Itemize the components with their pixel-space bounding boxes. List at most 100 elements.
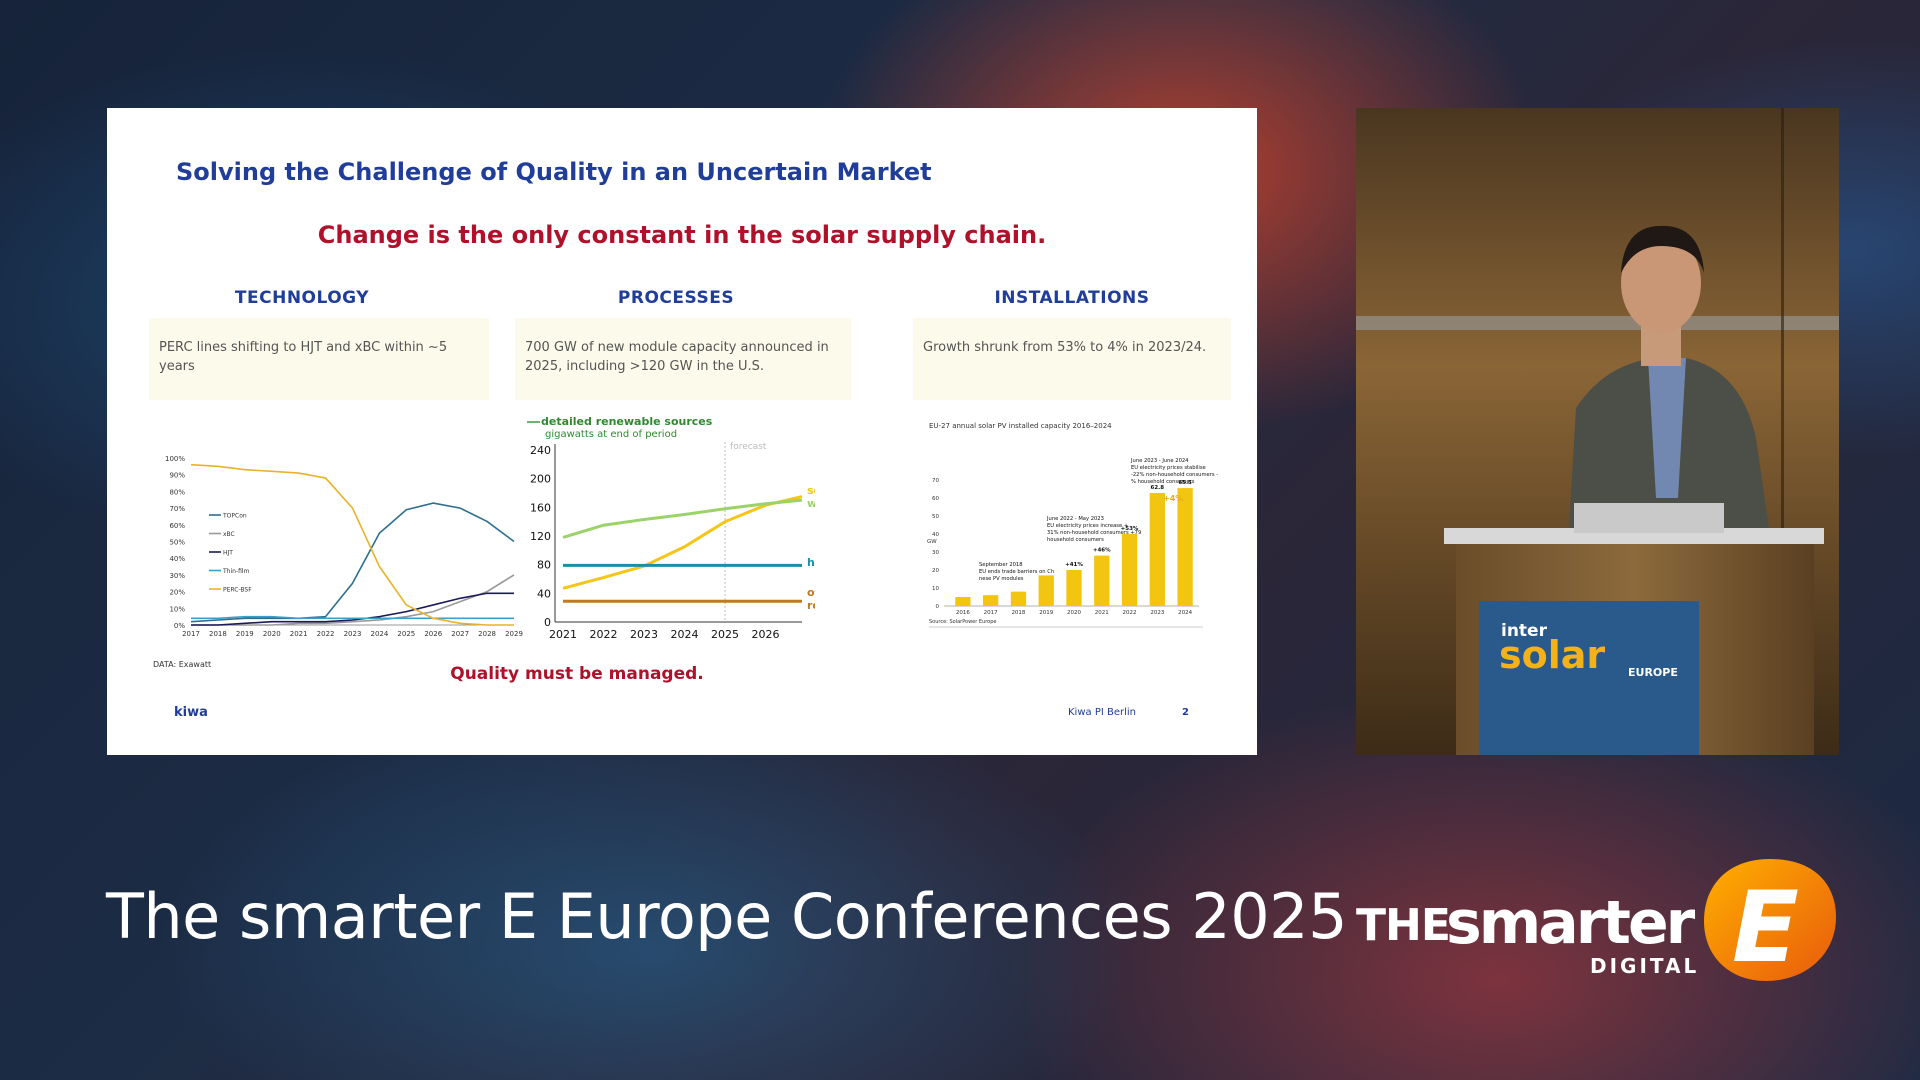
- y-tick-label: 70: [932, 478, 939, 484]
- y-tick-label: 120: [530, 530, 551, 543]
- legend-label: PERC-BSF: [223, 587, 252, 594]
- y-tick-label: 80: [537, 559, 551, 572]
- y-tick-label: 240: [530, 444, 551, 457]
- x-tick-label: 2022: [317, 630, 335, 638]
- brand-smarter: smarter: [1446, 888, 1695, 958]
- bar: [1121, 534, 1138, 606]
- y-tick-label: 10%: [169, 605, 185, 613]
- data-source-note: DATA: Exawatt: [153, 660, 212, 669]
- slide-subtitle: Change is the only constant in the solar…: [317, 221, 1047, 249]
- x-tick-label: 2023: [344, 630, 362, 638]
- y-tick-label: 100%: [165, 455, 185, 463]
- legend-label: HJT: [223, 550, 233, 557]
- y-tick-label: 0%: [174, 622, 185, 630]
- annotation-2018: nese PV modules: [979, 576, 1024, 582]
- bar: [1094, 555, 1110, 606]
- bar: [1066, 570, 1082, 606]
- y-tick-label: 0: [936, 604, 940, 610]
- series-line-topcon: [190, 502, 515, 623]
- x-tick-label: 2025: [711, 628, 739, 641]
- technology-text-box: PERC lines shifting to HJT and xBC withi…: [149, 318, 489, 400]
- annotation-2018: EU ends trade barriers on Ch: [979, 569, 1054, 575]
- annotation-2023: June 2023 - June 2024: [1130, 458, 1189, 464]
- chart-title: detailed renewable sources: [541, 415, 713, 428]
- x-tick-label: 2024: [371, 630, 389, 638]
- quality-note: Quality must be managed.: [450, 664, 704, 684]
- podium-logo-europe: EUROPE: [1628, 666, 1678, 679]
- series-line-hjt: [191, 592, 514, 626]
- y-tick-label: 20: [932, 568, 939, 574]
- series-line-perc-bsf: [190, 463, 514, 626]
- x-tick-label: 2026: [424, 630, 442, 638]
- series-line-solar: [562, 495, 803, 590]
- data-label: 65.5: [1178, 480, 1192, 486]
- x-tick-label: 2018: [1011, 610, 1025, 616]
- x-tick-label: 2022: [1123, 610, 1137, 616]
- installations-text-box: Growth shrunk from 53% to 4% in 2023/24.: [913, 318, 1231, 400]
- bar: [1038, 575, 1054, 606]
- annotation-2023: EU electricity prices stabilise: [1131, 465, 1206, 471]
- chart-title: EU-27 annual solar PV installed capacity…: [929, 422, 1112, 430]
- x-tick-label: 2021: [1095, 610, 1109, 616]
- y-tick-label: 30: [932, 550, 939, 556]
- presentation-slide: Solving the Challenge of Quality in an U…: [107, 108, 1257, 755]
- e-logo-letter: E: [1732, 871, 1799, 985]
- y-tick-label: 50: [932, 514, 939, 520]
- annotation-2023: % household consumers: [1131, 479, 1195, 485]
- slide-title: Solving the Challenge of Quality in an U…: [176, 158, 932, 186]
- legend-label: xBC: [223, 531, 235, 538]
- x-tick-label: 2029: [505, 630, 523, 638]
- y-tick-label: 30%: [169, 572, 185, 580]
- brand-the: THE: [1356, 900, 1451, 951]
- processes-text: 700 GW of new module capacity announced …: [525, 340, 829, 374]
- series-label: hydropower: [807, 556, 815, 569]
- y-tick-label: 160: [530, 501, 551, 514]
- x-tick-label: 2018: [209, 630, 227, 638]
- footer-organization: Kiwa PI Berlin: [1068, 707, 1136, 718]
- eu-installations-chart: EU-27 annual solar PV installed capacity…: [927, 422, 1218, 628]
- annotation-2023: -22% non-household consumers -: [1131, 472, 1218, 478]
- legend-label: Thin-film: [222, 568, 250, 575]
- y-tick-label: 60: [932, 496, 939, 502]
- series-label: wind: [807, 497, 815, 510]
- speaker-video-frame: inter solar EUROPE: [1356, 108, 1839, 755]
- x-tick-label: 2019: [236, 630, 254, 638]
- installations-text: Growth shrunk from 53% to 4% in 2023/24.: [923, 340, 1207, 355]
- y-tick-label: 80%: [169, 488, 185, 496]
- column-heading-installations: INSTALLATIONS: [994, 288, 1150, 308]
- technology-share-chart: 0% 10% 20% 30% 40% 50% 60% 70% 80% 90% 100% 2017 201…: [165, 455, 523, 638]
- kiwa-logo: kiwa: [174, 705, 208, 720]
- y-tick-label: 40: [537, 587, 551, 600]
- x-tick-label: 2021: [290, 630, 308, 638]
- series-label: solar: [807, 484, 815, 497]
- x-tick-label: 2023: [630, 628, 658, 641]
- annotation-2022: household consumers: [1047, 537, 1104, 543]
- x-tick-label: 2026: [752, 628, 780, 641]
- y-axis-label: GW: [927, 539, 937, 545]
- page-number: 2: [1182, 707, 1189, 718]
- x-tick-label: 2023: [1150, 610, 1164, 616]
- x-tick-label: 2016: [956, 610, 970, 616]
- x-tick-label: 2019: [1039, 610, 1053, 616]
- conference-title: The smarter E Europe Conferences 2025: [106, 880, 1348, 953]
- podium-logo-solar: solar: [1499, 633, 1605, 677]
- y-tick-label: 50%: [169, 539, 185, 547]
- technology-text: PERC lines shifting to HJT and xBC withi…: [159, 340, 448, 374]
- y-tick-label: 200: [530, 473, 551, 486]
- x-tick-label: 2027: [451, 630, 469, 638]
- bar: [983, 595, 999, 606]
- annotation-2018: September 2018: [979, 562, 1023, 568]
- bar: [1177, 488, 1193, 606]
- column-heading-technology: TECHNOLOGY: [234, 288, 370, 308]
- x-tick-label: 2022: [590, 628, 618, 641]
- data-label: +53%: [1121, 526, 1139, 532]
- growth-label: +4%: [1163, 494, 1183, 503]
- x-tick-label: 2020: [263, 630, 281, 638]
- y-tick-label: 70%: [169, 505, 185, 513]
- series-line-wind: [562, 498, 803, 539]
- y-tick-label: 90%: [169, 472, 185, 480]
- x-tick-label: 2021: [549, 628, 577, 641]
- column-heading-processes: PROCESSES: [617, 288, 735, 308]
- bar: [1010, 591, 1027, 606]
